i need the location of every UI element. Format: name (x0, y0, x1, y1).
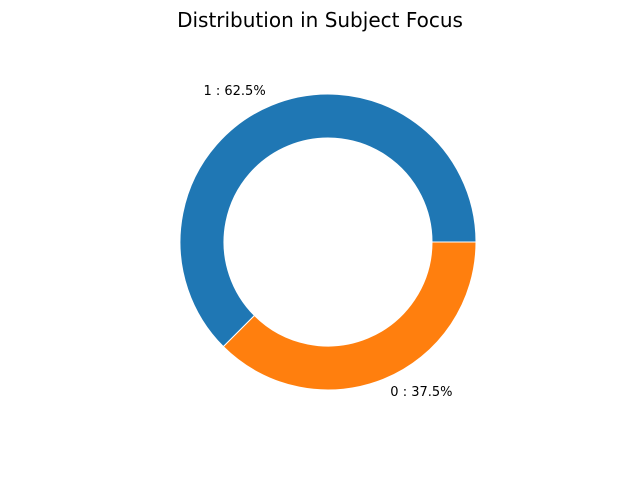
slice-label-1: 1 : 62.5% (203, 84, 265, 99)
slices-layer (179, 93, 477, 391)
slice-label-0: 0 : 37.5% (390, 385, 452, 400)
slice-1 (179, 93, 477, 348)
slice-0 (222, 241, 477, 391)
chart-title: Distribution in Subject Focus (177, 8, 463, 32)
labels-layer: 1 : 62.5% 0 : 37.5% (203, 84, 452, 400)
